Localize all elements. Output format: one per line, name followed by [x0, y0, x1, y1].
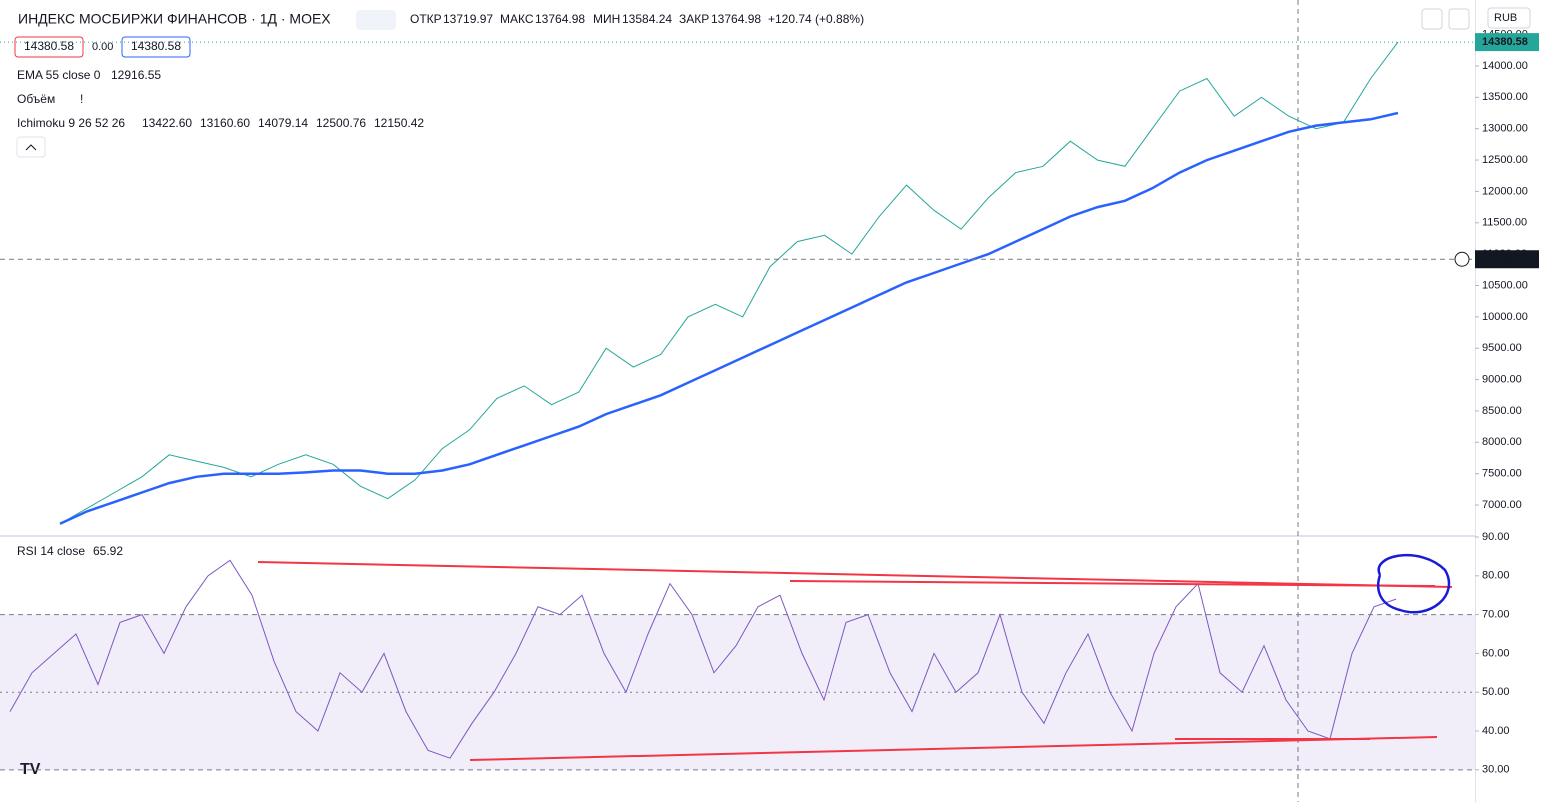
- status-badge[interactable]: [356, 10, 396, 30]
- y-tick-label: 13000.00: [1482, 123, 1528, 135]
- spread: 0.00: [92, 41, 113, 53]
- pane-divider: [0, 535, 1475, 537]
- ema-label: EMA 55 close 0: [17, 68, 101, 82]
- y-tick-label: 14000.00: [1482, 60, 1528, 72]
- crosshair-price: 10918.63: [1482, 253, 1528, 265]
- open-value: 13719.97: [443, 12, 493, 26]
- rsi-band: [0, 614, 1475, 770]
- collapse-button[interactable]: [16, 136, 46, 158]
- open-label: ОТКР: [410, 12, 442, 26]
- y-tick-label: 8000.00: [1482, 436, 1522, 448]
- y-tick-label: 12000.00: [1482, 185, 1528, 197]
- y-tick-label: 60.00: [1482, 647, 1510, 659]
- series-line: [59, 111, 1399, 525]
- rsi-value: 65.92: [93, 544, 123, 558]
- ichimoku-value: 13160.60: [200, 116, 250, 130]
- rsi-label: RSI 14 close: [17, 544, 85, 558]
- last-price: 14380.58: [1482, 36, 1528, 48]
- low-label: МИН: [593, 12, 620, 26]
- y-tick-label: 7000.00: [1482, 499, 1522, 511]
- ask[interactable]: 14380.58: [131, 39, 181, 53]
- high-label: МАКС: [500, 12, 534, 26]
- y-tick-label: 10000.00: [1482, 311, 1528, 323]
- collapse-icon: [25, 144, 37, 151]
- last-price-badge: [1475, 33, 1539, 52]
- ichimoku-label: Ichimoku 9 26 52 26: [17, 116, 125, 130]
- series-line: [9, 559, 1397, 759]
- close-value: 13764.98: [711, 12, 761, 26]
- y-tick-label: 80.00: [1482, 570, 1510, 582]
- y-tick-label: 40.00: [1482, 725, 1510, 737]
- reset-button[interactable]: [1448, 8, 1470, 30]
- trend-line[interactable]: [789, 580, 1436, 587]
- y-tick-label: 13500.00: [1482, 91, 1528, 103]
- currency-button[interactable]: [1487, 7, 1531, 29]
- ichimoku-value: 13422.60: [142, 116, 192, 130]
- ema-value: 12916.55: [111, 68, 161, 82]
- bid[interactable]: 14380.58: [24, 39, 74, 53]
- y-tick-label: 9000.00: [1482, 373, 1522, 385]
- y-tick-label: 7500.00: [1482, 468, 1522, 480]
- high-value: 13764.98: [535, 12, 585, 26]
- y-tick-label: 9500.00: [1482, 342, 1522, 354]
- y-tick-label: 12500.00: [1482, 154, 1528, 166]
- symbol-title[interactable]: ИНДЕКС МОСБИРЖИ ФИНАНСОВ · 1Д · MOEX: [18, 11, 331, 27]
- change-value: +120.74 (+0.88%): [768, 12, 864, 26]
- y-tick-label: 11500.00: [1482, 217, 1527, 229]
- y-tick-label: 30.00: [1482, 764, 1510, 776]
- series-line: [59, 41, 1399, 525]
- crosshair-badge: [1475, 250, 1539, 269]
- ichimoku-value: 14079.14: [258, 116, 308, 130]
- volume-label: Объём: [17, 92, 55, 106]
- low-value: 13584.24: [622, 12, 672, 26]
- y-tick-label: 70.00: [1482, 609, 1510, 621]
- axis-border: [1475, 0, 1476, 802]
- trend-line[interactable]: [257, 561, 1453, 588]
- y-tick-label: 10500.00: [1482, 279, 1528, 291]
- y-tick-label: 90.00: [1482, 531, 1510, 543]
- trend-line[interactable]: [469, 736, 1438, 761]
- add-alert-button[interactable]: [1454, 251, 1470, 267]
- scroll-button[interactable]: [1421, 8, 1443, 30]
- ichimoku-value: 12150.42: [374, 116, 424, 130]
- ichimoku-value: 12500.76: [316, 116, 366, 130]
- currency[interactable]: RUB: [1494, 12, 1517, 24]
- y-tick-label: 50.00: [1482, 686, 1510, 698]
- volume-flag: !: [80, 92, 83, 106]
- highlight-circle[interactable]: [1376, 554, 1451, 614]
- y-tick-label: 8500.00: [1482, 405, 1522, 417]
- close-label: ЗАКР: [679, 12, 709, 26]
